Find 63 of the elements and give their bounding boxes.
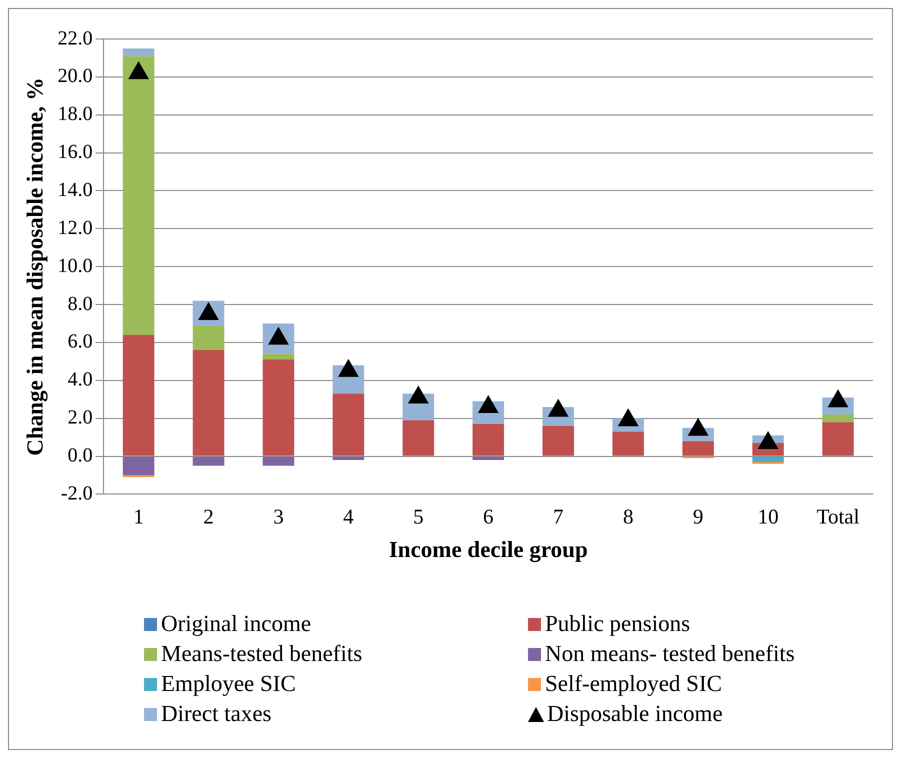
- bar: [122, 334, 154, 456]
- point: [408, 386, 428, 404]
- bar: [472, 456, 504, 460]
- bar: [262, 354, 294, 360]
- y-tick-label: 18.0: [58, 103, 93, 126]
- x-tick-label: 4: [343, 504, 354, 528]
- x-tick-label: 3: [273, 504, 284, 528]
- bar: [192, 325, 224, 350]
- bar: [332, 394, 364, 456]
- point: [828, 390, 848, 408]
- y-tick-label: 12.0: [58, 216, 93, 239]
- bar: [752, 456, 784, 462]
- y-tick-label: 8.0: [68, 292, 93, 315]
- bar: [122, 48, 154, 56]
- y-tick-label: 20.0: [58, 65, 93, 88]
- bar: [542, 426, 574, 456]
- legend-label: Disposable income: [547, 700, 723, 728]
- legend-label: Means-tested benefits: [161, 640, 362, 668]
- x-tick-label: 1: [133, 504, 144, 528]
- x-tick-label: 10: [758, 504, 779, 528]
- point: [618, 408, 638, 426]
- y-tick-label: 22.0: [58, 27, 93, 50]
- legend-label: Direct taxes: [161, 700, 272, 728]
- x-tick-label: 5: [413, 504, 424, 528]
- x-tick-label: 6: [483, 504, 494, 528]
- bar: [822, 414, 854, 422]
- bar: [402, 420, 434, 456]
- y-axis-title: Change in mean disposable income, %: [22, 77, 49, 456]
- x-tick-label: 2: [203, 504, 214, 528]
- legend-label: Self-employed SIC: [545, 670, 722, 698]
- y-tick-label: 14.0: [58, 178, 93, 201]
- legend-label: Non means- tested benefits: [545, 640, 795, 668]
- bar: [682, 441, 714, 456]
- bar: [122, 56, 154, 335]
- y-tick-label: 2.0: [68, 406, 93, 429]
- bar: [332, 456, 364, 460]
- point: [758, 431, 778, 449]
- bar: [472, 424, 504, 456]
- bar: [192, 456, 224, 466]
- legend-label: Public pensions: [545, 610, 690, 638]
- x-tick-label: 9: [692, 504, 704, 528]
- legend-label: Original income: [161, 610, 312, 638]
- bar: [822, 422, 854, 456]
- y-tick-label: 4.0: [68, 368, 93, 391]
- x-tick-label: Total: [816, 504, 860, 528]
- bar: [192, 350, 224, 456]
- y-tick-label: 10.0: [58, 254, 93, 277]
- y-tick-label: 16.0: [58, 141, 93, 164]
- bar: [262, 456, 294, 466]
- legend-label: Employee SIC: [161, 670, 296, 698]
- y-tick-label: 0.0: [68, 444, 93, 467]
- x-tick-label: 7: [552, 504, 564, 528]
- y-tick-label: -2.0: [60, 482, 93, 504]
- x-axis-title: Income decile group: [388, 537, 588, 564]
- bar: [262, 360, 294, 456]
- bar: [612, 432, 644, 456]
- x-tick-label: 8: [622, 504, 634, 528]
- point: [688, 418, 708, 436]
- point: [338, 359, 358, 377]
- point: [128, 62, 149, 80]
- bar: [122, 456, 154, 476]
- y-tick-label: 6.0: [68, 330, 93, 353]
- point: [548, 399, 568, 417]
